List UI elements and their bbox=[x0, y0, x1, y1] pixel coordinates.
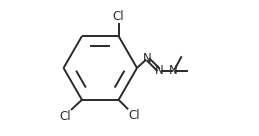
Text: N: N bbox=[143, 52, 152, 65]
Text: N: N bbox=[169, 64, 178, 77]
Text: Cl: Cl bbox=[128, 109, 140, 122]
Text: Cl: Cl bbox=[59, 110, 71, 123]
Text: Cl: Cl bbox=[113, 10, 124, 23]
Text: N: N bbox=[155, 64, 164, 77]
